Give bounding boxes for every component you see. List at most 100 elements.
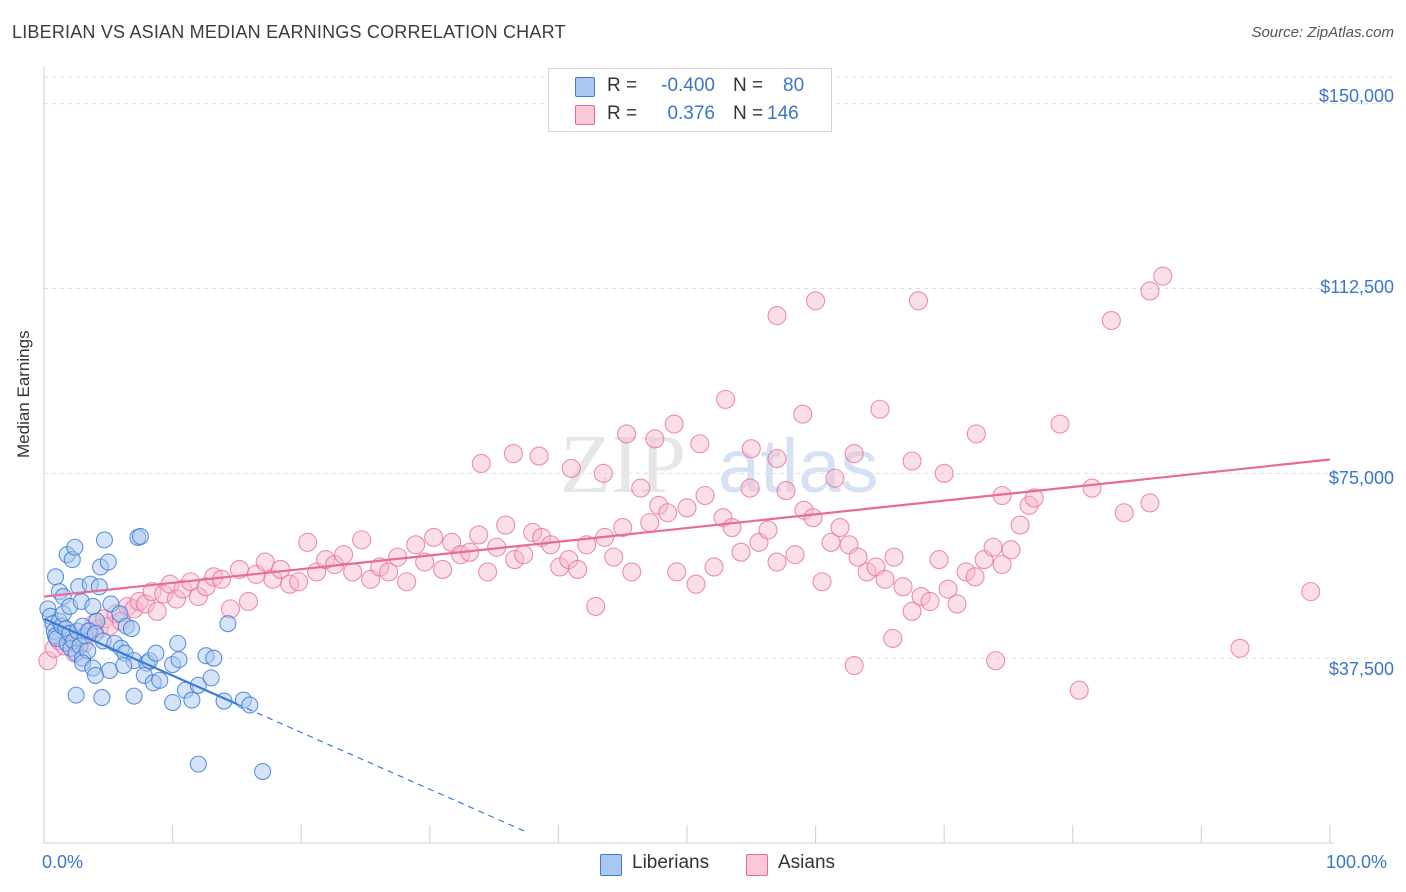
asians-point-81 [677,498,697,518]
asians-point-69 [568,559,588,579]
asians-point-96 [812,572,832,592]
asians-point-118 [1010,515,1030,535]
legend-swatch-liberians [575,77,595,97]
liberians-point-31 [95,531,113,549]
liberians-point-60 [67,686,85,704]
asians-point-73 [604,547,624,567]
asians-point-80 [667,562,687,582]
liberians-point-69 [254,762,272,781]
asians-point-77 [640,513,660,533]
asians-point-153 [1069,680,1089,700]
liberians-trend-line [43,617,238,706]
asians-point-109 [929,550,949,570]
asians-point-23 [166,589,187,609]
asians-point-58 [469,525,489,545]
y-tick-label-112500: $112,500 [1320,277,1394,297]
asians-point-106 [902,601,922,621]
asians-point-74 [613,517,633,538]
bottom-legend-label-liberians: Liberians [632,852,710,873]
asians-point-19 [142,582,162,602]
asians-point-0 [38,651,58,671]
asians-point-150 [1153,266,1173,286]
liberians-point-61 [93,689,111,707]
bottom-legend-swatch-asians [746,854,768,876]
asians-point-26 [188,586,208,607]
liberians-point-20 [47,568,65,586]
liberians-point-41 [122,620,140,638]
asians-point-18 [136,594,156,614]
asians-point-83 [695,485,715,506]
asians-point-111 [947,594,967,614]
asians-point-44 [343,562,363,582]
liberians-point-32 [99,553,117,571]
asians-point-54 [433,559,453,579]
asians-point-143 [561,458,581,478]
asians-point-148 [1101,310,1121,331]
asians-point-30 [220,599,241,619]
asians-points [38,266,1321,700]
liberians-point-53 [170,651,188,669]
legend-r-value-asians: 0.376 [667,103,715,124]
asians-point-105 [893,577,913,597]
asians-point-53 [424,527,444,547]
legend-row-liberians: R = -0.400 N = 80 [549,73,831,99]
asians-point-90 [758,520,778,540]
asians-point-129 [844,444,864,464]
legend-n-label: N = [733,103,764,124]
asians-point-64 [523,522,543,543]
legend-r-label: R = [607,75,638,96]
asians-trend-line [43,458,1331,598]
liberians-point-67 [241,696,259,714]
legend-n-value-asians: 146 [767,103,799,124]
liberians-trend-line-extrapolated [236,703,527,833]
bottom-legend-label-asians: Asians [778,852,836,873]
legend-r-value-liberians: -0.400 [661,75,715,96]
asians-point-79 [658,503,678,523]
asians-point-112 [956,562,976,582]
x-tick-label-max: 100.0% [1326,852,1388,872]
x-tick-label-min: 0.0% [42,852,84,872]
liberians-point-72 [101,661,119,680]
asians-point-110 [938,579,958,599]
asians-point-138 [1114,503,1134,523]
asians-point-141 [503,444,523,464]
asians-point-62 [505,550,525,570]
asians-point-113 [965,567,985,587]
liberians-point-37 [84,597,102,615]
asians-point-121 [645,429,665,449]
asians-point-117 [1001,540,1021,560]
y-tick-label-37500: $37,500 [1328,659,1394,679]
asians-point-154 [986,651,1006,671]
asians-point-144 [593,463,613,483]
legend-n-label: N = [733,75,764,96]
y-tick-label-75000: $75,000 [1328,468,1394,488]
asians-point-88 [740,478,760,498]
legend-r-label: R = [607,103,638,124]
liberians-points [39,527,272,781]
asians-point-38 [289,572,309,592]
asians-point-151 [1230,638,1250,658]
liberians-point-79 [147,644,165,662]
asians-point-76 [631,478,651,498]
liberians-point-62 [125,687,143,705]
chart-title: LIBERIAN VS ASIAN MEDIAN EARNINGS CORREL… [12,22,566,42]
asians-point-39 [298,532,318,552]
asians-point-71 [586,596,606,616]
asians-point-107 [911,586,931,607]
liberians-point-59 [202,669,220,687]
asians-point-93 [785,545,805,565]
asians-point-48 [379,562,399,582]
asians-point-108 [920,591,940,612]
asians-point-120 [617,424,637,444]
asians-point-34 [255,552,275,572]
asians-point-139 [1140,493,1160,513]
asians-point-133 [966,424,986,444]
legend-row-asians: R = 0.376 N = 146 [549,101,831,127]
asians-point-66 [541,535,561,555]
asians-point-136 [1050,414,1070,434]
legend-n-value-liberians: 80 [783,75,805,96]
asians-point-137 [1082,478,1102,498]
asians-point-47 [370,557,390,577]
asians-point-147 [908,291,929,311]
liberians-point-68 [189,755,207,773]
